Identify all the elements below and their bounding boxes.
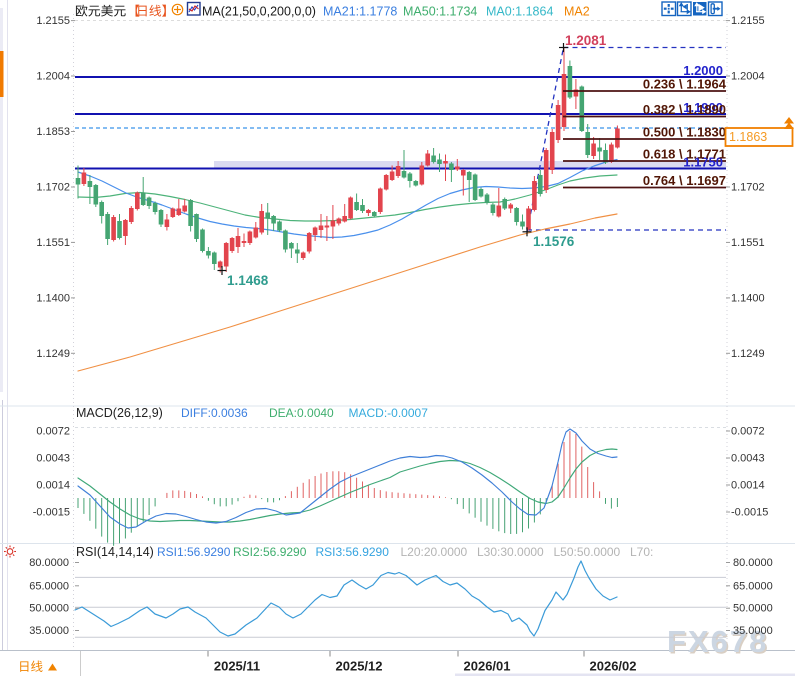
svg-text:1.1400: 1.1400 xyxy=(731,292,765,304)
svg-text:35.0000: 35.0000 xyxy=(29,625,69,637)
svg-text:MACD(26,12,9): MACD(26,12,9) xyxy=(76,406,163,420)
svg-text:1.1551: 1.1551 xyxy=(36,237,70,249)
svg-text:0.382 \ 1.1890: 0.382 \ 1.1890 xyxy=(643,102,726,117)
svg-text:80.0000: 80.0000 xyxy=(29,557,69,569)
svg-text:2025/11: 2025/11 xyxy=(214,659,260,674)
svg-text:1.1750: 1.1750 xyxy=(683,155,723,170)
svg-text:0.500 \ 1.1830: 0.500 \ 1.1830 xyxy=(643,125,726,140)
svg-text:65.0000: 65.0000 xyxy=(733,580,773,592)
svg-text:RSI(14,14,14): RSI(14,14,14) xyxy=(76,545,154,559)
svg-text:MACD:-0.0007: MACD:-0.0007 xyxy=(349,406,429,420)
svg-text:1.1249: 1.1249 xyxy=(731,348,765,360)
svg-text:1.1853: 1.1853 xyxy=(36,126,70,138)
svg-text:0.764 \ 1.1697: 0.764 \ 1.1697 xyxy=(643,173,726,188)
svg-text:2026/01: 2026/01 xyxy=(464,659,511,674)
svg-text:35.0000: 35.0000 xyxy=(733,625,773,637)
svg-text:0.236 \ 1.1964: 0.236 \ 1.1964 xyxy=(643,77,727,92)
svg-text:RSI3:56.9290: RSI3:56.9290 xyxy=(316,545,390,559)
svg-text:50.0000: 50.0000 xyxy=(29,603,69,615)
svg-text:1.2000: 1.2000 xyxy=(683,63,723,78)
svg-text:2026/02: 2026/02 xyxy=(590,659,637,674)
svg-text:0.0072: 0.0072 xyxy=(36,426,70,438)
svg-text:1.2004: 1.2004 xyxy=(36,71,70,83)
svg-text:MA(21,50,0,200,0,0): MA(21,50,0,200,0,0) xyxy=(202,5,316,19)
svg-text:L20:20.0000: L20:20.0000 xyxy=(401,545,468,559)
svg-text:50.0000: 50.0000 xyxy=(733,603,773,615)
svg-text:0.0043: 0.0043 xyxy=(36,453,70,465)
svg-text:65.0000: 65.0000 xyxy=(29,580,69,592)
svg-text:MA2: MA2 xyxy=(564,5,590,19)
svg-text:0.0043: 0.0043 xyxy=(731,453,765,465)
svg-text:80.0000: 80.0000 xyxy=(733,557,773,569)
svg-text:1.1249: 1.1249 xyxy=(36,348,70,360)
svg-text:1.1900: 1.1900 xyxy=(683,100,723,115)
svg-text:L30:30.0000: L30:30.0000 xyxy=(477,545,544,559)
svg-text:DIFF:0.0036: DIFF:0.0036 xyxy=(181,406,248,420)
svg-text:DEA:0.0040: DEA:0.0040 xyxy=(269,406,334,420)
svg-text:FX678: FX678 xyxy=(669,626,770,661)
svg-text:2025/12: 2025/12 xyxy=(336,659,383,674)
svg-text:1.1400: 1.1400 xyxy=(36,292,70,304)
svg-text:RSI2:56.9290: RSI2:56.9290 xyxy=(233,545,307,559)
svg-text:-0.0015: -0.0015 xyxy=(731,507,768,519)
svg-text:0.618 \ 1.1771: 0.618 \ 1.1771 xyxy=(643,147,726,162)
svg-text:0.0014: 0.0014 xyxy=(36,480,70,492)
svg-text:L70:: L70: xyxy=(630,545,653,559)
svg-text:MA21:1.1778: MA21:1.1778 xyxy=(323,5,397,19)
svg-text:1.2004: 1.2004 xyxy=(731,71,765,83)
svg-text:MA0:1.1864: MA0:1.1864 xyxy=(486,5,553,19)
svg-text:MA50:1.1734: MA50:1.1734 xyxy=(403,5,477,19)
svg-text:1.1863: 1.1863 xyxy=(729,130,767,144)
svg-text:1.1702: 1.1702 xyxy=(36,182,70,194)
svg-text:1.2155: 1.2155 xyxy=(36,15,70,27)
svg-text:1.1551: 1.1551 xyxy=(731,237,765,249)
svg-text:0.0072: 0.0072 xyxy=(731,426,765,438)
svg-text:RSI1:56.9290: RSI1:56.9290 xyxy=(157,545,231,559)
svg-text:0.0014: 0.0014 xyxy=(731,480,765,492)
svg-text:1.1702: 1.1702 xyxy=(731,182,765,194)
svg-text:FX678: FX678 xyxy=(667,624,768,659)
svg-text:1.2081: 1.2081 xyxy=(565,33,607,48)
svg-text:1.1576: 1.1576 xyxy=(533,234,575,249)
svg-text:-0.0015: -0.0015 xyxy=(33,507,70,519)
svg-text:1.2155: 1.2155 xyxy=(731,15,765,27)
svg-text:L50:50.0000: L50:50.0000 xyxy=(554,545,621,559)
svg-text:1.1468: 1.1468 xyxy=(227,273,269,288)
